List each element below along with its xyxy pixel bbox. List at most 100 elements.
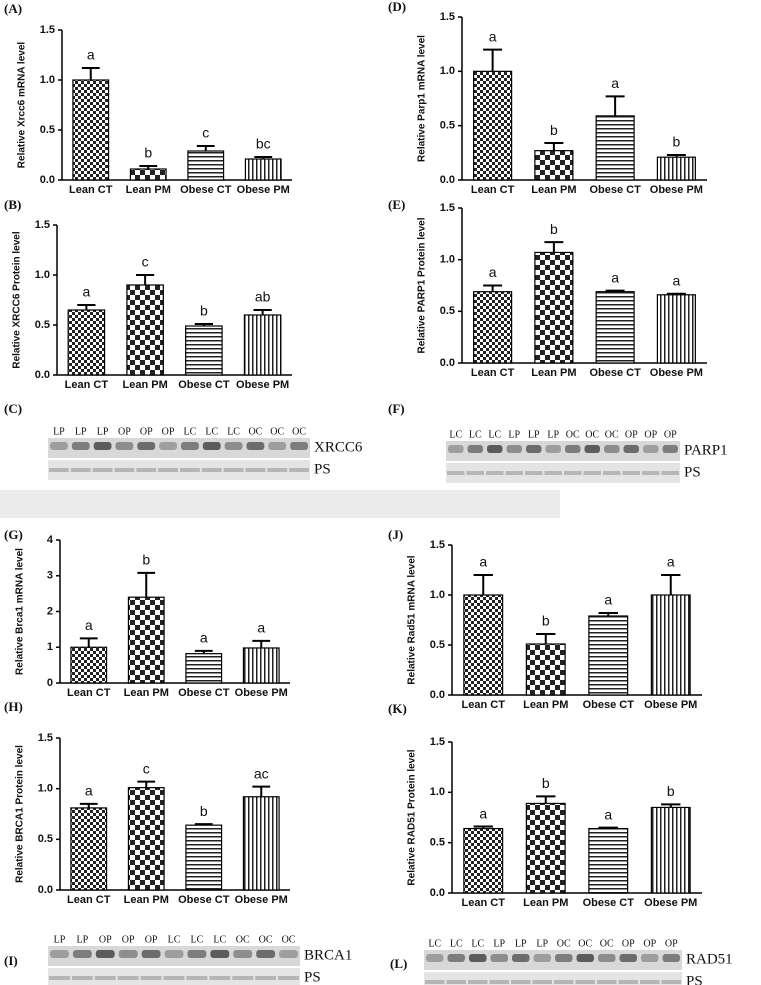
- y-tick-label: 0.0: [40, 174, 55, 186]
- blot-label: PS: [684, 464, 701, 480]
- x-tick-label: Lean PM: [124, 894, 169, 906]
- ps-band: [255, 976, 277, 980]
- lane-label: OC: [259, 934, 273, 945]
- blot-band: [181, 442, 199, 450]
- lane-label: LC: [184, 426, 197, 437]
- x-tick-label: Obese PM: [644, 699, 697, 711]
- y-axis-label: Relative Parp1 mRNA level: [417, 35, 428, 162]
- blot-strip: [424, 972, 682, 985]
- y-tick-label: 0.5: [430, 639, 445, 651]
- ps-band: [446, 980, 466, 984]
- ps-band: [532, 980, 552, 984]
- y-axis-label: Relative RAD51 Protein level: [407, 749, 418, 885]
- blot-band: [279, 950, 298, 958]
- significance-letter: a: [85, 617, 93, 633]
- ps-band: [278, 976, 299, 980]
- y-tick-label: 0.5: [440, 305, 455, 317]
- blot-band: [584, 445, 600, 453]
- ps-band: [186, 976, 208, 980]
- error-bar: [194, 649, 213, 654]
- y-tick-label: 1.5: [430, 736, 445, 748]
- blot-band: [141, 950, 161, 958]
- blot-strip: [424, 950, 682, 970]
- bar: [185, 653, 223, 684]
- lane-label: OP: [99, 934, 112, 945]
- error-bar: [598, 612, 618, 616]
- y-tick-label: 2: [47, 605, 53, 617]
- significance-letter: a: [604, 806, 612, 822]
- x-tick-label: Obese PM: [236, 379, 289, 391]
- error-bar: [483, 284, 503, 292]
- blot-strip: [446, 463, 680, 483]
- lane-label: LP: [528, 429, 540, 440]
- panel-label: (H): [4, 699, 23, 714]
- lane-label: OC: [248, 426, 262, 437]
- blot-band: [469, 954, 487, 962]
- bar: [650, 594, 691, 696]
- x-tick-label: Lean CT: [67, 687, 111, 699]
- significance-letter: a: [604, 592, 612, 608]
- error-bar: [81, 67, 100, 80]
- bar: [588, 615, 629, 696]
- x-tick-label: Lean PM: [523, 897, 568, 909]
- panel-label: (I): [4, 953, 18, 968]
- ps-band: [640, 980, 660, 984]
- blot-band: [448, 445, 464, 453]
- blot-band: [159, 442, 177, 450]
- lane-label: OP: [145, 934, 158, 945]
- y-tick-label: 0.0: [38, 884, 53, 896]
- significance-letter: b: [550, 221, 558, 237]
- blot-strip: [446, 441, 680, 461]
- lane-label: LC: [449, 429, 462, 440]
- lane-label: LC: [191, 934, 204, 945]
- error-bar: [136, 274, 155, 285]
- significance-letter: b: [550, 122, 558, 138]
- error-bar: [666, 154, 686, 158]
- significance-letter: b: [542, 775, 550, 791]
- ps-band: [603, 471, 621, 475]
- y-tick-label: 0.5: [38, 833, 53, 845]
- blot-label: PARP1: [684, 442, 728, 458]
- error-bar: [252, 785, 271, 797]
- ps-band: [114, 468, 135, 472]
- significance-letter: a: [489, 28, 497, 44]
- error-bar: [194, 823, 213, 826]
- bar: [473, 291, 513, 364]
- ps-band: [511, 980, 531, 984]
- y-tick-label: 0.0: [430, 887, 445, 899]
- ps-band: [564, 471, 582, 475]
- lane-label: LP: [493, 938, 505, 949]
- blot-band: [187, 950, 207, 958]
- error-bar: [137, 780, 156, 788]
- x-tick-label: Lean PM: [123, 379, 168, 391]
- lane-label: LC: [469, 429, 482, 440]
- x-tick-label: Lean CT: [471, 184, 515, 196]
- error-bar: [536, 633, 556, 644]
- x-tick-label: Lean PM: [124, 687, 169, 699]
- lane-label: LP: [77, 934, 89, 945]
- lane-label: LC: [205, 426, 218, 437]
- y-tick-label: 1.0: [440, 254, 455, 266]
- bar: [185, 325, 223, 376]
- ps-band: [140, 976, 162, 980]
- blot-band: [115, 442, 134, 450]
- lane-label: LP: [508, 429, 520, 440]
- significance-letter: b: [672, 134, 680, 150]
- blot-band: [533, 954, 551, 962]
- lane-label: OC: [585, 429, 599, 440]
- lane-label: OC: [578, 938, 592, 949]
- panel-label: (E): [388, 197, 405, 212]
- y-axis-label: Relative BRCA1 Protein level: [15, 745, 26, 883]
- panel-label: (A): [4, 1, 22, 16]
- blot-band: [487, 445, 503, 453]
- blot-band: [467, 445, 483, 453]
- error-bar: [661, 574, 681, 595]
- ps-band: [425, 980, 445, 984]
- y-tick-label: 1.5: [440, 202, 455, 214]
- blot-label: PS: [686, 973, 703, 985]
- x-tick-label: Obese PM: [644, 897, 697, 909]
- lane-label: LP: [97, 426, 109, 437]
- blot-band: [598, 954, 616, 962]
- panel-label: (G): [4, 527, 23, 542]
- lane-label: OP: [162, 426, 175, 437]
